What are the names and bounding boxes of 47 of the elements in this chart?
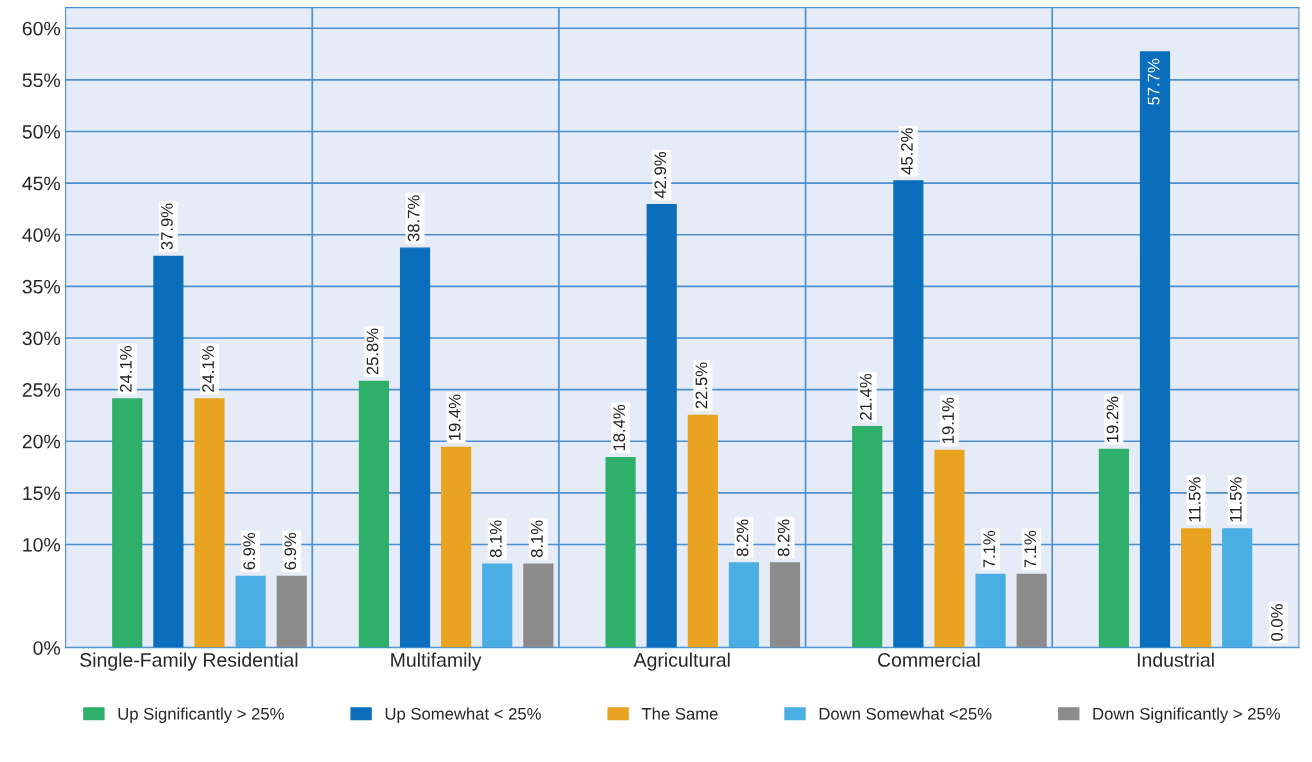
data-label: 18.4% [613, 404, 626, 451]
legend-label: The Same [641, 707, 718, 720]
y-tick-label: 15% [23, 486, 61, 501]
data-label: 57.7% [1147, 58, 1160, 105]
data-label: 38.7% [407, 195, 420, 242]
data-label: 19.2% [1106, 396, 1119, 443]
data-label: 21.4% [859, 373, 872, 420]
data-label: 19.4% [448, 394, 461, 440]
y-tick-label: 30% [22, 331, 61, 346]
y-tick-label: 35% [22, 279, 61, 294]
data-label: 7.1% [1024, 530, 1037, 568]
y-tick-label: 45% [22, 176, 61, 191]
data-label: 24.1% [202, 346, 214, 392]
data-label: 42.9% [654, 151, 667, 199]
data-label: 19.1% [942, 397, 954, 444]
x-tick-label: Commercial [878, 652, 980, 667]
data-label: 45.2% [901, 128, 913, 175]
data-label: 25.8% [366, 328, 379, 375]
legend-label: Down Significantly > 25% [1093, 707, 1280, 724]
x-tick-label: Industrial [1137, 652, 1214, 667]
y-tick-label: 55% [22, 73, 61, 88]
data-label: 22.5% [695, 362, 708, 409]
data-label: 24.1% [119, 346, 132, 392]
legend-label: Up Somewhat < 25% [385, 707, 541, 724]
legend-label: Down Somewhat <25% [819, 707, 992, 720]
data-label: 11.5% [1229, 477, 1242, 522]
y-tick-label: 60% [22, 21, 61, 36]
x-tick-label: Agricultural [633, 652, 730, 671]
x-tick-label: Multifamily [391, 652, 482, 671]
y-tick-label: 25% [22, 383, 61, 397]
y-tick-label: 40% [22, 228, 61, 242]
data-label: 6.9% [284, 532, 297, 570]
y-tick-label: 0% [33, 641, 61, 655]
data-label: 37.9% [161, 203, 173, 250]
data-label: 7.1% [983, 530, 995, 568]
legend-label: Up Significantly > 25% [118, 707, 284, 724]
y-tick-label: 20% [22, 434, 61, 449]
data-label: 8.1% [489, 520, 502, 558]
x-tick-label: Single-Family Residential [80, 652, 298, 671]
data-label: 8.2% [777, 519, 790, 557]
y-tick-label: 50% [22, 124, 61, 139]
data-label: 8.2% [736, 519, 749, 557]
data-label: 0.0% [1271, 604, 1283, 641]
y-tick-label: 10% [23, 537, 61, 552]
data-label: 11.5% [1188, 477, 1201, 522]
data-label: 8.1% [531, 520, 543, 558]
data-label: 6.9% [243, 532, 256, 570]
